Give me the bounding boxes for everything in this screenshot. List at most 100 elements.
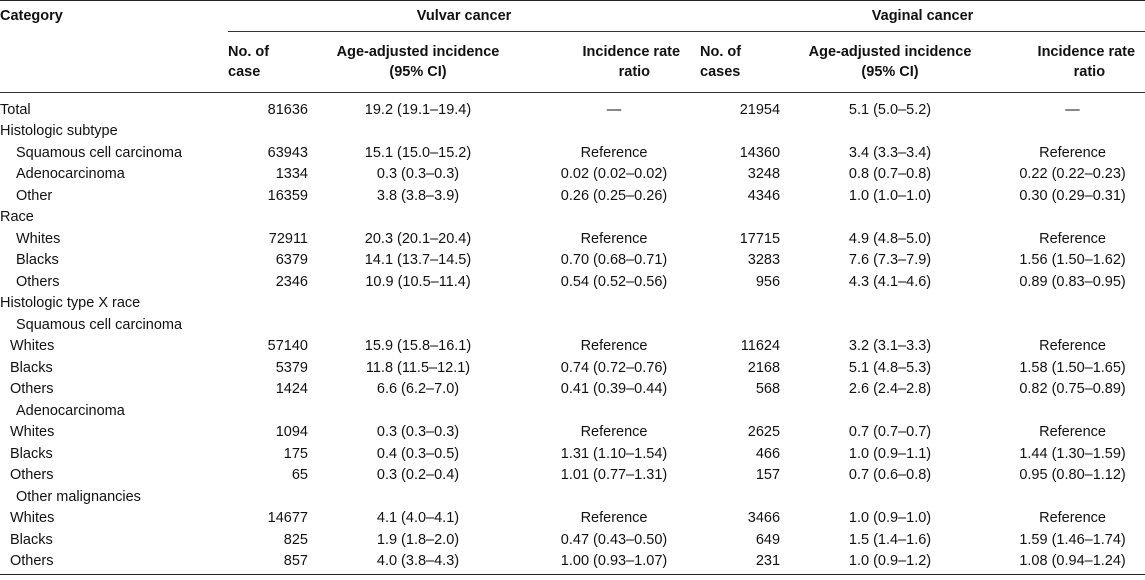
table-row: Histologic type X race: [0, 293, 1145, 315]
vulvar-incidence-header-line2: (95% CI): [389, 64, 447, 80]
vulvar-ratio-cell: —: [606, 101, 622, 118]
vulvar-incidence-cell: 4.0 (3.8–4.3): [308, 550, 528, 575]
vaginal-cases-cell: 3248: [747, 166, 781, 183]
row-label: Histologic subtype: [0, 123, 118, 140]
vaginal-incidence-cell: [780, 314, 1000, 336]
vaginal-ratio-cell: [1000, 486, 1145, 508]
vulvar-ratio-cell: Reference: [580, 230, 648, 247]
vaginal-incidence-header-line1: Age-adjusted incidence: [808, 44, 972, 60]
category-header: Category: [0, 0, 228, 32]
vaginal-ratio-cell: —: [1065, 101, 1080, 118]
vaginal-ratio-cell: 1.08 (0.94–1.24): [1000, 550, 1145, 575]
vaginal-incidence-cell: 4.3 (4.1–4.6): [848, 273, 932, 290]
vulvar-cancer-header: Vulvar cancer: [228, 0, 701, 32]
vulvar-incidence-cell: 4.1 (4.0–4.1): [376, 510, 460, 527]
vulvar-incidence-cell: [308, 400, 528, 422]
vulvar-incidence-cell: 14.1 (13.7–14.5): [364, 252, 472, 269]
vaginal-ratio-header-line1: Incidence rate: [1037, 44, 1136, 60]
vulvar-incidence-cell: 10.9 (10.5–11.4): [365, 273, 471, 290]
vulvar-cases-cell: [228, 314, 308, 336]
vulvar-ratio-cell: 0.41 (0.39–0.44): [560, 381, 668, 398]
vaginal-incidence-cell: 3.2 (3.1–3.3): [848, 338, 932, 355]
vulvar-ratio-cell: 0.70 (0.68–0.71): [560, 252, 668, 269]
vaginal-ratio-cell: 1.59 (1.46–1.74): [1019, 531, 1126, 548]
vulvar-ratio-cell: [528, 486, 700, 508]
vaginal-incidence-header: Age-adjusted incidence (95% CI): [780, 32, 1000, 93]
vaginal-ratio-cell: 0.30 (0.29–0.31): [1019, 187, 1126, 204]
vaginal-cases-cell: 568: [755, 381, 781, 398]
table-body: Total 81636 19.2 (19.1–19.4) — 21954 5.1 (5.0…: [0, 93, 1145, 575]
vaginal-incidence-cell: 3.4 (3.3–3.4): [848, 144, 932, 161]
vaginal-cases-cell: [700, 314, 780, 336]
vaginal-cases-cell: [700, 207, 780, 229]
vaginal-ratio-cell: Reference: [1039, 510, 1106, 527]
table-row: Whites 72911 20.3 (20.1–20.4) Reference 1771…: [0, 228, 1145, 250]
vulvar-incidence-cell: 0.4 (0.3–0.5): [376, 445, 460, 462]
vulvar-ratio-cell: 1.00 (0.93–1.07): [528, 550, 701, 575]
vaginal-ratio-cell: [1000, 400, 1145, 422]
row-label: Adenocarcinoma: [16, 402, 125, 419]
table-row: Squamous cell carcinoma: [0, 314, 1145, 336]
vulvar-incidence-cell: 11.8 (11.5–12.1): [365, 359, 471, 376]
vaginal-ratio-cell: [1000, 121, 1145, 143]
row-label: Whites: [10, 424, 55, 441]
vaginal-ratio-cell: 0.89 (0.83–0.95): [1019, 273, 1126, 290]
vaginal-incidence-cell: 1.0 (0.9–1.2): [780, 550, 1001, 575]
row-label: Race: [0, 209, 34, 226]
vulvar-cases-cell: 57140: [267, 338, 308, 355]
table-row: Histologic subtype: [0, 121, 1145, 143]
vaginal-ratio-cell: Reference: [1039, 424, 1106, 441]
vaginal-ratio-cell: 1.56 (1.50–1.62): [1019, 252, 1126, 269]
vulvar-cases-cell: [228, 400, 308, 422]
vaginal-cases-cell: 2168: [747, 359, 781, 376]
table-row: Blacks 6379 14.1 (13.7–14.5) 0.70 (0.68–0.7…: [0, 250, 1145, 272]
vaginal-cases-cell: 2625: [747, 424, 781, 441]
vulvar-ratio-cell: 0.54 (0.52–0.56): [560, 273, 668, 290]
vulvar-cases-header-line2: case: [228, 64, 261, 80]
vulvar-incidence-cell: 0.3 (0.3–0.3): [376, 424, 460, 441]
vulvar-cases-cell: 14677: [267, 510, 308, 527]
vulvar-ratio-cell: [528, 293, 700, 315]
vaginal-incidence-cell: 5.1 (5.0–5.2): [848, 101, 932, 118]
vulvar-ratio-cell: 1.31 (1.10–1.54): [560, 445, 668, 462]
vaginal-incidence-cell: 1.0 (0.9–1.1): [848, 445, 932, 462]
table-row: Blacks 825 1.9 (1.8–2.0) 0.47 (0.43–0.50) 64…: [0, 529, 1145, 551]
vulvar-incidence-cell: 15.9 (15.8–16.1): [364, 338, 472, 355]
vaginal-cases-cell: 956: [755, 273, 781, 290]
table-row: Squamous cell carcinoma 63943 15.1 (15.0–1…: [0, 142, 1145, 164]
vulvar-ratio-cell: 0.26 (0.25–0.26): [560, 187, 668, 204]
vaginal-incidence-cell: [780, 207, 1000, 229]
vaginal-cases-cell: 4346: [747, 187, 781, 204]
vulvar-ratio-cell: 0.74 (0.72–0.76): [560, 359, 668, 376]
vaginal-incidence-cell: 1.5 (1.4–1.6): [848, 531, 932, 548]
vaginal-cases-cell: 3283: [747, 252, 781, 269]
vaginal-ratio-cell: Reference: [1039, 144, 1106, 161]
vaginal-ratio-cell: Reference: [1039, 338, 1106, 355]
table-row: Adenocarcinoma 1334 0.3 (0.3–0.3) 0.02 (0.0…: [0, 164, 1145, 186]
vulvar-incidence-cell: [308, 293, 528, 315]
vulvar-ratio-cell: Reference: [580, 338, 648, 355]
vaginal-incidence-cell: 1.0 (1.0–1.0): [848, 187, 932, 204]
vaginal-cases-cell: 14360: [739, 144, 781, 161]
table-row: Other 16359 3.8 (3.8–3.9) 0.26 (0.25–0.26) 4…: [0, 185, 1145, 207]
table-row: Blacks 175 0.4 (0.3–0.5) 1.31 (1.10–1.54) 46…: [0, 443, 1145, 465]
vaginal-incidence-cell: 0.7 (0.6–0.8): [848, 467, 932, 484]
row-label: Squamous cell carcinoma: [16, 144, 183, 161]
vaginal-cases-cell: [700, 400, 780, 422]
vulvar-ratio-cell: [528, 121, 700, 143]
vulvar-cases-cell: [228, 207, 308, 229]
row-label: Blacks: [10, 531, 53, 548]
vaginal-incidence-cell: 5.1 (4.8–5.3): [848, 359, 932, 376]
vaginal-cases-cell: 157: [755, 467, 781, 484]
vulvar-incidence-header: Age-adjusted incidence (95% CI): [308, 32, 528, 93]
vaginal-cases-cell: 17715: [739, 230, 781, 247]
vulvar-cases-cell: 63943: [267, 144, 308, 161]
vulvar-incidence-cell: [308, 314, 528, 336]
row-label: Other malignancies: [16, 488, 141, 505]
table-row: Whites 1094 0.3 (0.3–0.3) Reference 2625 0.7 …: [0, 422, 1145, 444]
vaginal-ratio-cell: 0.82 (0.75–0.89): [1019, 381, 1126, 398]
vaginal-incidence-cell: 4.9 (4.8–5.0): [848, 230, 932, 247]
vulvar-cases-header-line1: No. of: [228, 44, 270, 60]
table-row: Whites 57140 15.9 (15.8–16.1) Reference 1162…: [0, 336, 1145, 358]
vaginal-ratio-cell: [1000, 207, 1145, 229]
